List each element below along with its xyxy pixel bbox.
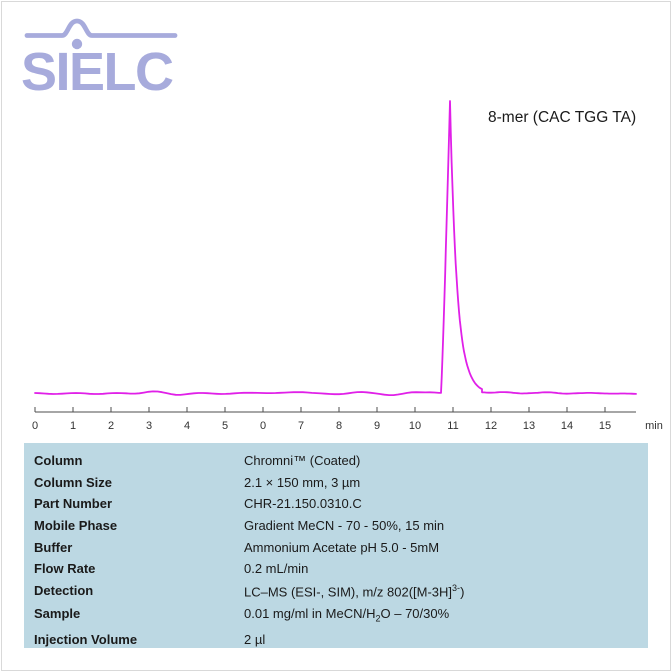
svg-text:8: 8 bbox=[336, 420, 342, 432]
svg-text:0: 0 bbox=[32, 420, 38, 432]
svg-text:5: 5 bbox=[222, 420, 228, 432]
svg-text:4: 4 bbox=[184, 420, 190, 432]
svg-text:14: 14 bbox=[561, 420, 573, 432]
svg-text:0: 0 bbox=[260, 420, 266, 432]
svg-text:10: 10 bbox=[409, 420, 421, 432]
svg-text:1: 1 bbox=[70, 420, 76, 432]
svg-text:15: 15 bbox=[599, 420, 611, 432]
svg-text:2: 2 bbox=[108, 420, 114, 432]
svg-text:11: 11 bbox=[447, 420, 458, 432]
svg-text:13: 13 bbox=[523, 420, 535, 432]
svg-text:12: 12 bbox=[485, 420, 497, 432]
svg-text:7: 7 bbox=[298, 420, 304, 432]
svg-text:3: 3 bbox=[146, 420, 152, 432]
svg-text:9: 9 bbox=[374, 420, 380, 432]
svg-text:8-mer (CAC TGG TA): 8-mer (CAC TGG TA) bbox=[488, 109, 636, 126]
svg-text:min: min bbox=[645, 420, 663, 432]
